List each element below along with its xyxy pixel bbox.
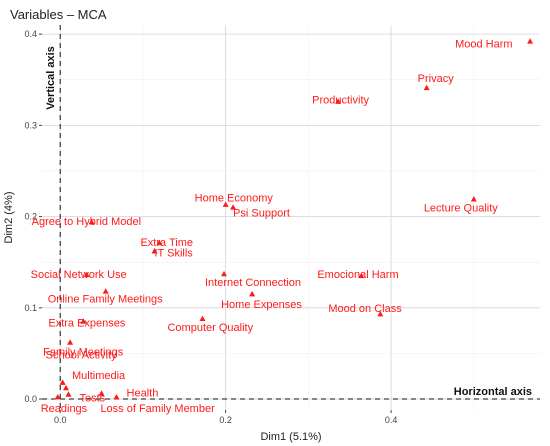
reference-lines: [42, 25, 540, 410]
data-point-marker: [98, 390, 105, 396]
data-point-label: Extra Expenses: [48, 318, 126, 330]
data-point-marker: [67, 339, 74, 345]
data-point-marker: [249, 290, 256, 297]
data-point-marker: [151, 248, 158, 254]
data-point-label: Home Expenses: [221, 299, 302, 311]
data-point-label: Computer Quality: [167, 322, 253, 334]
data-point-label: School Activity: [46, 350, 117, 362]
data-point-label: Mood on Class: [328, 303, 402, 315]
data-point-label: Lecture Quality: [424, 202, 498, 214]
data-point-marker: [54, 394, 61, 400]
y-tick-label: 0.3: [24, 120, 37, 130]
data-point-marker: [80, 318, 87, 324]
data-point-marker: [59, 379, 66, 385]
data-point-label: Privacy: [418, 73, 455, 85]
y-tick-label: 0.4: [24, 29, 37, 39]
chart-title: Variables – MCA: [10, 7, 107, 22]
horizontal-axis-label: Horizontal axis: [454, 386, 532, 398]
vertical-axis-label: Vertical axis: [45, 46, 57, 110]
data-point-label: Extra Time: [140, 237, 193, 249]
data-point-marker: [83, 271, 90, 278]
grid-lines: [42, 25, 540, 410]
data-point-marker: [527, 38, 534, 44]
data-point-label: IT Skills: [155, 247, 194, 259]
x-tick-label: 0.4: [385, 415, 398, 425]
plot-area: [42, 25, 540, 410]
data-point-label: Health: [127, 388, 159, 400]
data-point-marker: [470, 196, 477, 202]
data-point-label: Loss of Family Member: [100, 403, 215, 415]
data-point-label: Internet Connection: [205, 277, 301, 289]
data-point-label: Emocional Harm: [317, 269, 398, 281]
data-point-label: Psi Support: [233, 207, 290, 219]
data-point-label: Agree to Hybrid Model: [32, 216, 141, 228]
data-point-label: Readings: [41, 403, 88, 415]
y-tick-label: 0.0: [24, 394, 37, 404]
data-point-marker: [222, 201, 229, 207]
x-tick-label: 0.2: [219, 415, 232, 425]
data-point-marker: [156, 239, 163, 246]
data-point-label: Online Family Meetings: [48, 293, 163, 305]
data-point-label: Social Network Use: [31, 269, 127, 281]
x-axis-label: Dim1 (5.1%): [260, 431, 321, 443]
data-point-marker: [199, 315, 206, 321]
y-axis-label: Dim2 (4%): [3, 192, 15, 244]
y-tick-label: 0.2: [24, 212, 37, 222]
data-point-label: Home Economy: [195, 193, 274, 205]
data-point-marker: [88, 218, 95, 225]
data-points: Mood Harm Privacy Productivity Lecture Qual…: [31, 38, 534, 415]
data-point-label: Mood Harm: [455, 38, 512, 50]
data-point-marker: [220, 270, 227, 277]
data-point-label: Tests: [79, 392, 105, 404]
data-point-marker: [335, 98, 342, 104]
data-point-marker: [65, 391, 72, 397]
data-point-marker: [230, 204, 237, 210]
data-point-label: Family Meetings: [43, 346, 124, 358]
data-point-label: Productivity: [312, 95, 369, 107]
data-point-marker: [62, 384, 69, 391]
data-point-marker: [113, 394, 120, 400]
data-point-marker: [358, 272, 365, 279]
data-point-marker: [423, 84, 430, 91]
y-tick-label: 0.1: [24, 303, 37, 313]
axis-ticks: 0.0 0.2 0.4 0.0 0.1 0.2 0.3 0.4: [24, 29, 397, 425]
data-point-label: Multimedia: [72, 370, 126, 382]
data-point-marker: [377, 311, 384, 317]
x-tick-label: 0.0: [54, 415, 67, 425]
data-point-marker: [102, 288, 109, 294]
